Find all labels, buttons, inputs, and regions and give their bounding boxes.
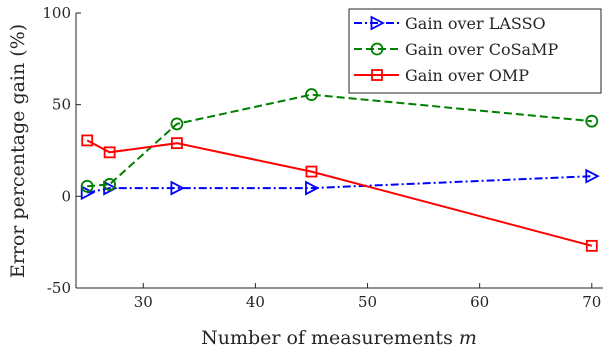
x-tick-label: 30 [134,293,153,311]
legend-marker [371,69,383,81]
x-tick-label: 40 [246,293,265,311]
y-tick-label: -50 [47,279,71,297]
x-tick-label: 70 [582,293,601,311]
data-point [305,165,318,178]
data-point [170,180,185,196]
data-point [103,180,118,196]
x-axis-title-variable: m [459,327,477,349]
data-point [305,88,318,101]
x-tick-label: 50 [358,293,377,311]
series-line [86,139,593,247]
legend-marker [370,42,384,56]
legend-label: Gain over OMP [405,66,529,85]
legend-marker [370,15,385,31]
x-tick-label: 60 [470,293,489,311]
data-point [585,114,599,128]
data-point [585,239,598,252]
data-point [170,117,184,131]
data-point [80,179,94,193]
legend-item: Gain over LASSO [354,14,546,33]
data-point [80,185,96,201]
legend-item: Gain over OMP [354,66,529,85]
data-point [81,134,94,147]
legend-item: Gain over CoSaMP [354,40,558,59]
legend-label: Gain over CoSaMP [405,40,558,59]
data-point [103,178,117,191]
series-layer [80,88,600,252]
x-axis-title: Number of measurements m [201,327,477,349]
series-3 [81,134,598,252]
x-axis-title-text: Number of measurements [201,327,459,349]
data-point [305,180,320,196]
legend: Gain over LASSO Gain over CoSaMP Gain over… [348,8,602,94]
y-axis-title: Error percentage gain (%) [7,24,29,278]
legend-label: Gain over LASSO [405,14,546,33]
data-point [171,137,183,150]
y-tick-label: 50 [52,96,71,114]
series-1 [80,168,600,201]
data-point [103,146,116,159]
y-tick-label: 0 [61,187,71,205]
series-2 [80,88,599,193]
data-point [585,168,600,184]
series-line [87,93,592,188]
y-tick-label: 100 [42,4,71,22]
axis-layer: -50 0 50 100 30 40 50 60 70 [42,4,603,311]
